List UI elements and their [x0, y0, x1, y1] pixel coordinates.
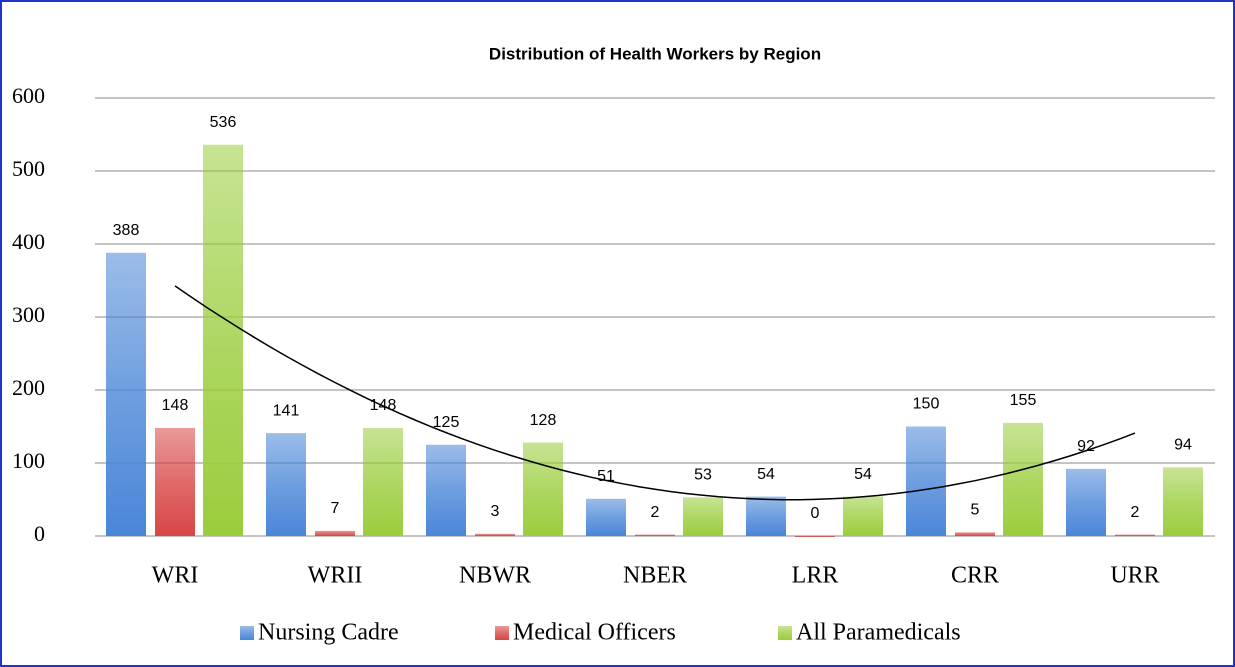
bar [106, 252, 146, 536]
bar [426, 444, 466, 536]
data-label: 155 [1010, 392, 1037, 409]
legend-swatch [240, 626, 254, 640]
data-label: 141 [273, 402, 300, 419]
data-label: 3 [491, 503, 500, 520]
x-tick-label: WRI [152, 563, 199, 589]
data-label: 2 [651, 504, 660, 521]
data-label: 388 [113, 222, 140, 239]
y-tick-label: 0 [34, 521, 45, 546]
legend-swatch [495, 626, 509, 640]
data-label: 54 [854, 466, 872, 483]
y-tick-label: 200 [12, 375, 45, 400]
data-label: 536 [210, 114, 237, 131]
bar [635, 534, 675, 536]
chart-title: Distribution of Health Workers by Region [489, 44, 821, 63]
bar [795, 536, 835, 537]
data-label: 51 [597, 468, 615, 485]
data-label: 0 [811, 505, 820, 522]
bar [155, 427, 195, 536]
bar [363, 427, 403, 536]
x-tick-label: LRR [792, 563, 839, 589]
bar [746, 496, 786, 536]
data-label: 92 [1077, 438, 1095, 455]
legend-label: Medical Officers [513, 620, 676, 646]
data-label: 7 [331, 500, 340, 517]
x-tick-label: NBWR [459, 563, 531, 589]
bar [1163, 467, 1203, 536]
x-tick-label: CRR [951, 563, 999, 589]
data-label: 94 [1174, 437, 1192, 454]
bar [523, 442, 563, 536]
data-label: 2 [1131, 504, 1140, 521]
data-label: 150 [913, 396, 940, 413]
legend-label: All Paramedicals [796, 620, 961, 646]
y-tick-label: 300 [12, 302, 45, 327]
bar [203, 144, 243, 536]
bar [1066, 468, 1106, 536]
y-tick-label: 400 [12, 229, 45, 254]
bar [266, 433, 306, 536]
bar [586, 498, 626, 536]
bar [1003, 422, 1043, 536]
bar [1115, 534, 1155, 536]
x-tick-label: NBER [623, 563, 687, 589]
y-tick-label: 600 [12, 83, 45, 108]
bar [955, 532, 995, 536]
bar [475, 533, 515, 536]
legend-label: Nursing Cadre [258, 620, 399, 646]
y-tick-label: 500 [12, 156, 45, 181]
data-label: 54 [757, 466, 775, 483]
bar [315, 530, 355, 536]
bar [906, 426, 946, 536]
data-label: 128 [530, 412, 557, 429]
trendline [174, 285, 1136, 501]
data-label: 5 [971, 502, 980, 519]
legend-swatch [778, 626, 792, 640]
x-tick-label: URR [1110, 563, 1159, 589]
bar [843, 496, 883, 536]
data-label: 148 [162, 397, 189, 414]
bar [683, 497, 723, 536]
data-label: 125 [433, 414, 460, 431]
y-tick-label: 100 [12, 448, 45, 473]
x-tick-label: WRII [308, 563, 363, 589]
data-label: 53 [694, 467, 712, 484]
